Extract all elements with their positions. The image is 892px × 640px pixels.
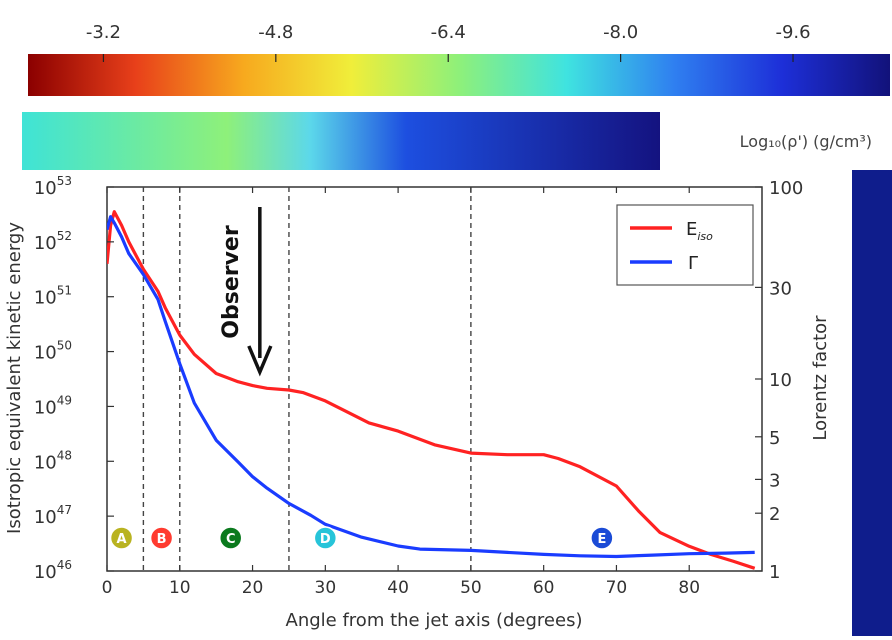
colorbar-tick-marks — [102, 54, 794, 62]
y-tick-label: 1048 — [34, 448, 72, 473]
x-tick-label: 40 — [387, 578, 409, 598]
x-axis-ticks: 0 10 20 30 40 50 60 70 80 — [102, 187, 700, 598]
colorbar-tick-label: -4.8 — [258, 22, 293, 43]
y2-tick-label: 2 — [769, 504, 780, 525]
x-tick-label: 30 — [315, 578, 337, 598]
y2-tick-label: 10 — [769, 370, 792, 391]
observer-arrow-icon — [247, 207, 273, 377]
colorbar-tick-label: -6.4 — [431, 22, 466, 43]
y2-axis-label: Lorentz factor — [810, 315, 831, 441]
x-axis-label: Angle from the jet axis (degrees) — [286, 610, 583, 631]
series-line-eiso — [107, 210, 756, 570]
legend: Eiso Γ — [616, 204, 754, 286]
region-marker-c — [218, 526, 243, 550]
y-axis-label: Isotropic equivalent kinetic energy — [4, 222, 25, 534]
y-tick-label: 1052 — [34, 229, 72, 254]
y2-tick-label: 3 — [769, 470, 780, 491]
y2-tick-label: 30 — [769, 278, 792, 299]
observer-arrow-head — [247, 345, 273, 377]
region-boundaries — [142, 187, 472, 571]
x-tick-label: 10 — [169, 578, 191, 598]
region-marker-d — [313, 526, 338, 550]
legend-label-eiso: Eiso — [686, 219, 713, 243]
y2-tick-label: 5 — [769, 428, 780, 449]
region-marker-label: A — [117, 532, 127, 547]
region-marker-b — [149, 526, 174, 550]
colorbar-tick-label: -8.0 — [603, 22, 638, 43]
region-markers: A B C D E — [109, 526, 614, 550]
region-marker-a — [109, 526, 134, 550]
y-tick-label: 1046 — [34, 558, 72, 583]
y2-axis-ticks: 1 2 3 5 10 30 100 — [755, 178, 803, 583]
colorbar-tick-label: -3.2 — [86, 22, 121, 43]
x-tick-label: 50 — [460, 578, 482, 598]
x-tick-label: 70 — [606, 578, 628, 598]
y-axis-ticks: 1046 1047 1048 1049 1050 1051 1052 1053 — [34, 174, 114, 583]
legend-label-gamma: Γ — [688, 253, 698, 274]
observer-annotation: Observer — [219, 225, 244, 339]
colorbar-tick-label: -9.6 — [775, 22, 810, 43]
y-tick-label: 1049 — [34, 393, 72, 418]
y-tick-label: 1047 — [34, 503, 72, 528]
x-tick-label: 80 — [678, 578, 700, 598]
region-marker-label: C — [226, 532, 236, 547]
series-layer — [107, 210, 756, 570]
y2-tick-label: 1 — [769, 562, 780, 583]
right-edge-strip — [852, 170, 892, 636]
y-tick-label: 1050 — [34, 339, 72, 364]
region-marker-label: D — [320, 532, 331, 547]
density-strip — [22, 112, 662, 172]
colorbar — [28, 54, 890, 96]
colorbar-label: Log₁₀(ρ') (g/cm³) — [740, 132, 872, 151]
series-line-gamma — [107, 215, 755, 559]
y2-tick-label: 100 — [769, 178, 803, 199]
x-tick-label: 0 — [102, 578, 113, 598]
x-tick-label: 60 — [533, 578, 555, 598]
y-tick-label: 1051 — [34, 284, 72, 309]
x-tick-label: 20 — [242, 578, 264, 598]
region-marker-e — [590, 526, 614, 550]
y-tick-label: 1053 — [34, 174, 72, 199]
region-marker-label: E — [597, 532, 606, 547]
region-marker-label: B — [157, 532, 167, 547]
density-strip-right — [660, 108, 892, 170]
colorbar-tick-labels: -3.2 -4.8 -6.4 -8.0 -9.6 — [86, 22, 811, 43]
